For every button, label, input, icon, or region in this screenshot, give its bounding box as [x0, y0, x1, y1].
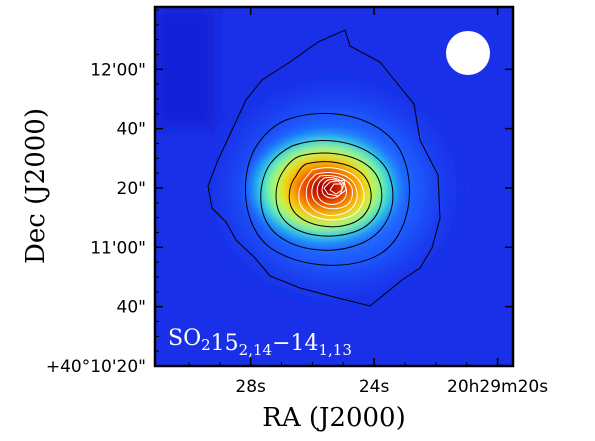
y-tick-label-4: 40" [117, 298, 146, 318]
beam-ellipse [446, 31, 490, 75]
map-dark-corner [155, 7, 215, 127]
contour-level-6 [298, 167, 365, 221]
contour-level-12 [329, 183, 345, 195]
y-tick-label-1: 40" [117, 120, 146, 140]
title-upper-level: 15 [211, 331, 239, 356]
title-separator: − [272, 331, 290, 356]
contour-level-3 [260, 139, 394, 251]
contours-black [207, 29, 441, 307]
x-tick-label-1: 24s [359, 377, 390, 397]
axis-ticks: 28s 24s 20h29m20s 12'00" 40" 20" 11'00" 40" +40°… [46, 7, 548, 397]
contour-level-11 [323, 179, 347, 197]
contour-level-1 [207, 29, 441, 307]
title-molecule: SO [168, 326, 201, 351]
y-axis-title: Dec (J2000) [21, 108, 51, 264]
x-tick-label-2: 20h29m20s [447, 377, 548, 397]
title-upper-level-sub: 2,14 [239, 341, 272, 359]
contour-level-5 [288, 161, 372, 228]
x-tick-label-0: 28s [235, 377, 266, 397]
plot-frame [153, 5, 515, 368]
contour-level-10 [321, 179, 343, 199]
contour-level-2 [244, 112, 410, 266]
map-blur-layer [155, 7, 470, 310]
x-axis-title: RA (J2000) [262, 403, 406, 433]
y-tick-label-0: 12'00" [90, 60, 146, 80]
contour-level-9 [316, 177, 347, 205]
plot-area: SO2152,14−141,13 [155, 7, 513, 366]
contours-white [298, 167, 365, 221]
y-tick-label-3: 11'00" [90, 238, 146, 258]
title-lower-level: 14 [291, 331, 319, 356]
contour-level-4 [275, 152, 383, 237]
contour-level-7 [305, 172, 358, 217]
y-tick-label-5: +40°10'20" [46, 357, 146, 377]
y-tick-label-2: 20" [117, 179, 146, 199]
plot-title: SO2152,14−141,13 [168, 326, 352, 359]
emission-core [247, 130, 403, 246]
title-lower-level-sub: 1,13 [319, 341, 352, 359]
contour-level-8 [311, 175, 353, 210]
title-molecule-sub: 2 [201, 336, 211, 354]
